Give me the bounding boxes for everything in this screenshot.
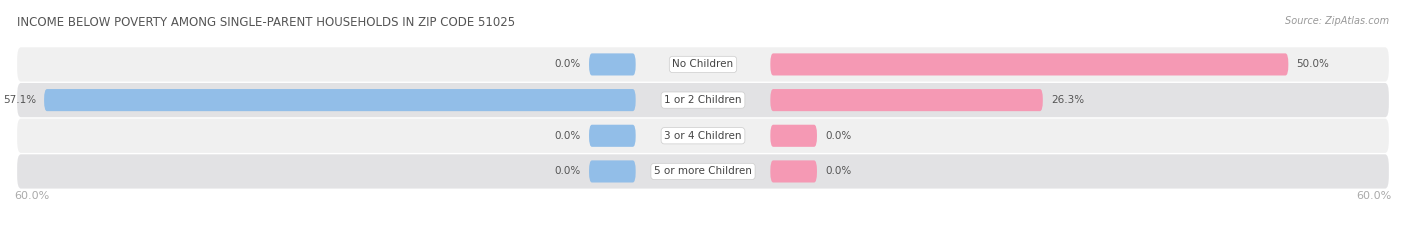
FancyBboxPatch shape xyxy=(770,125,817,147)
Text: Source: ZipAtlas.com: Source: ZipAtlas.com xyxy=(1285,16,1389,26)
Text: 5 or more Children: 5 or more Children xyxy=(654,166,752,176)
Text: 60.0%: 60.0% xyxy=(14,191,49,201)
Text: 57.1%: 57.1% xyxy=(3,95,35,105)
FancyBboxPatch shape xyxy=(770,160,817,182)
Text: 26.3%: 26.3% xyxy=(1052,95,1084,105)
FancyBboxPatch shape xyxy=(17,154,1389,188)
FancyBboxPatch shape xyxy=(589,160,636,182)
FancyBboxPatch shape xyxy=(770,53,1288,75)
FancyBboxPatch shape xyxy=(589,53,636,75)
FancyBboxPatch shape xyxy=(44,89,636,111)
FancyBboxPatch shape xyxy=(17,47,1389,82)
Text: No Children: No Children xyxy=(672,59,734,69)
FancyBboxPatch shape xyxy=(17,119,1389,153)
FancyBboxPatch shape xyxy=(589,125,636,147)
Text: 0.0%: 0.0% xyxy=(825,131,852,141)
Text: 3 or 4 Children: 3 or 4 Children xyxy=(664,131,742,141)
FancyBboxPatch shape xyxy=(17,83,1389,117)
Text: 0.0%: 0.0% xyxy=(825,166,852,176)
Text: 50.0%: 50.0% xyxy=(1296,59,1330,69)
Text: 0.0%: 0.0% xyxy=(554,166,581,176)
Text: INCOME BELOW POVERTY AMONG SINGLE-PARENT HOUSEHOLDS IN ZIP CODE 51025: INCOME BELOW POVERTY AMONG SINGLE-PARENT… xyxy=(17,16,515,29)
Text: 0.0%: 0.0% xyxy=(554,59,581,69)
Text: 60.0%: 60.0% xyxy=(1357,191,1392,201)
Text: 1 or 2 Children: 1 or 2 Children xyxy=(664,95,742,105)
Text: 0.0%: 0.0% xyxy=(554,131,581,141)
FancyBboxPatch shape xyxy=(770,89,1043,111)
